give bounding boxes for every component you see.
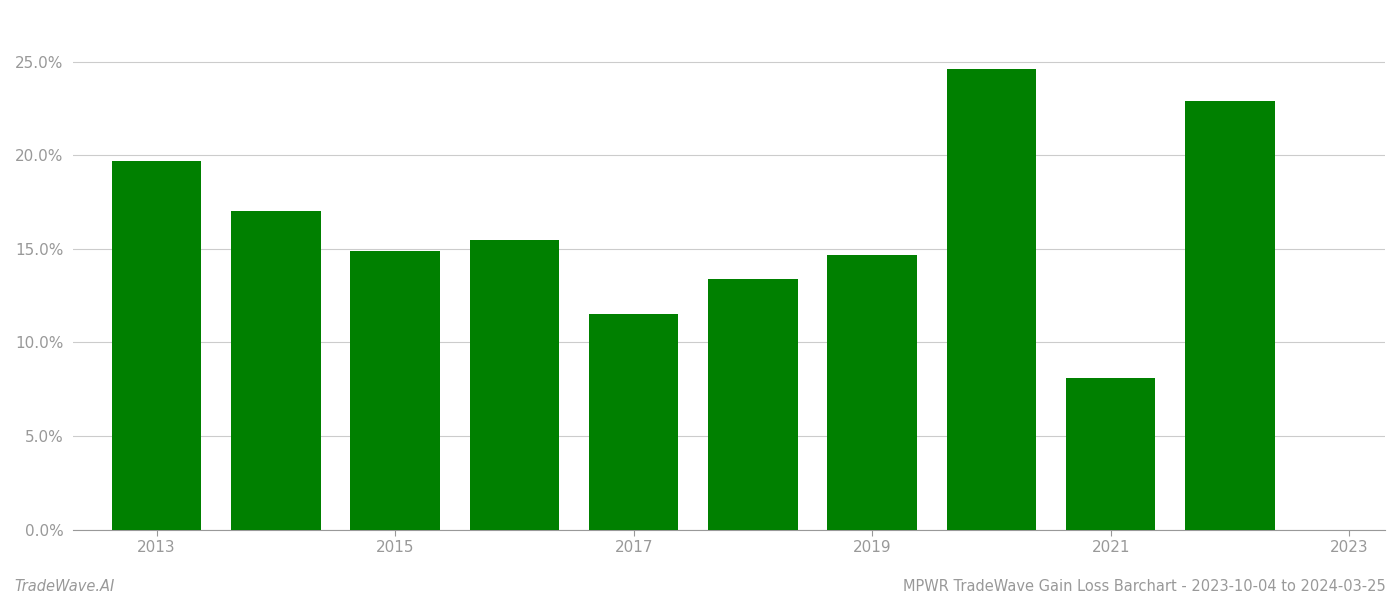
- Bar: [112, 161, 202, 530]
- Bar: [946, 69, 1036, 530]
- Bar: [589, 314, 679, 530]
- Text: TradeWave.AI: TradeWave.AI: [14, 579, 115, 594]
- Bar: [469, 239, 559, 530]
- Bar: [350, 251, 440, 530]
- Bar: [1186, 101, 1274, 530]
- Bar: [231, 211, 321, 530]
- Bar: [827, 254, 917, 530]
- Bar: [708, 279, 798, 530]
- Text: MPWR TradeWave Gain Loss Barchart - 2023-10-04 to 2024-03-25: MPWR TradeWave Gain Loss Barchart - 2023…: [903, 579, 1386, 594]
- Bar: [1065, 378, 1155, 530]
